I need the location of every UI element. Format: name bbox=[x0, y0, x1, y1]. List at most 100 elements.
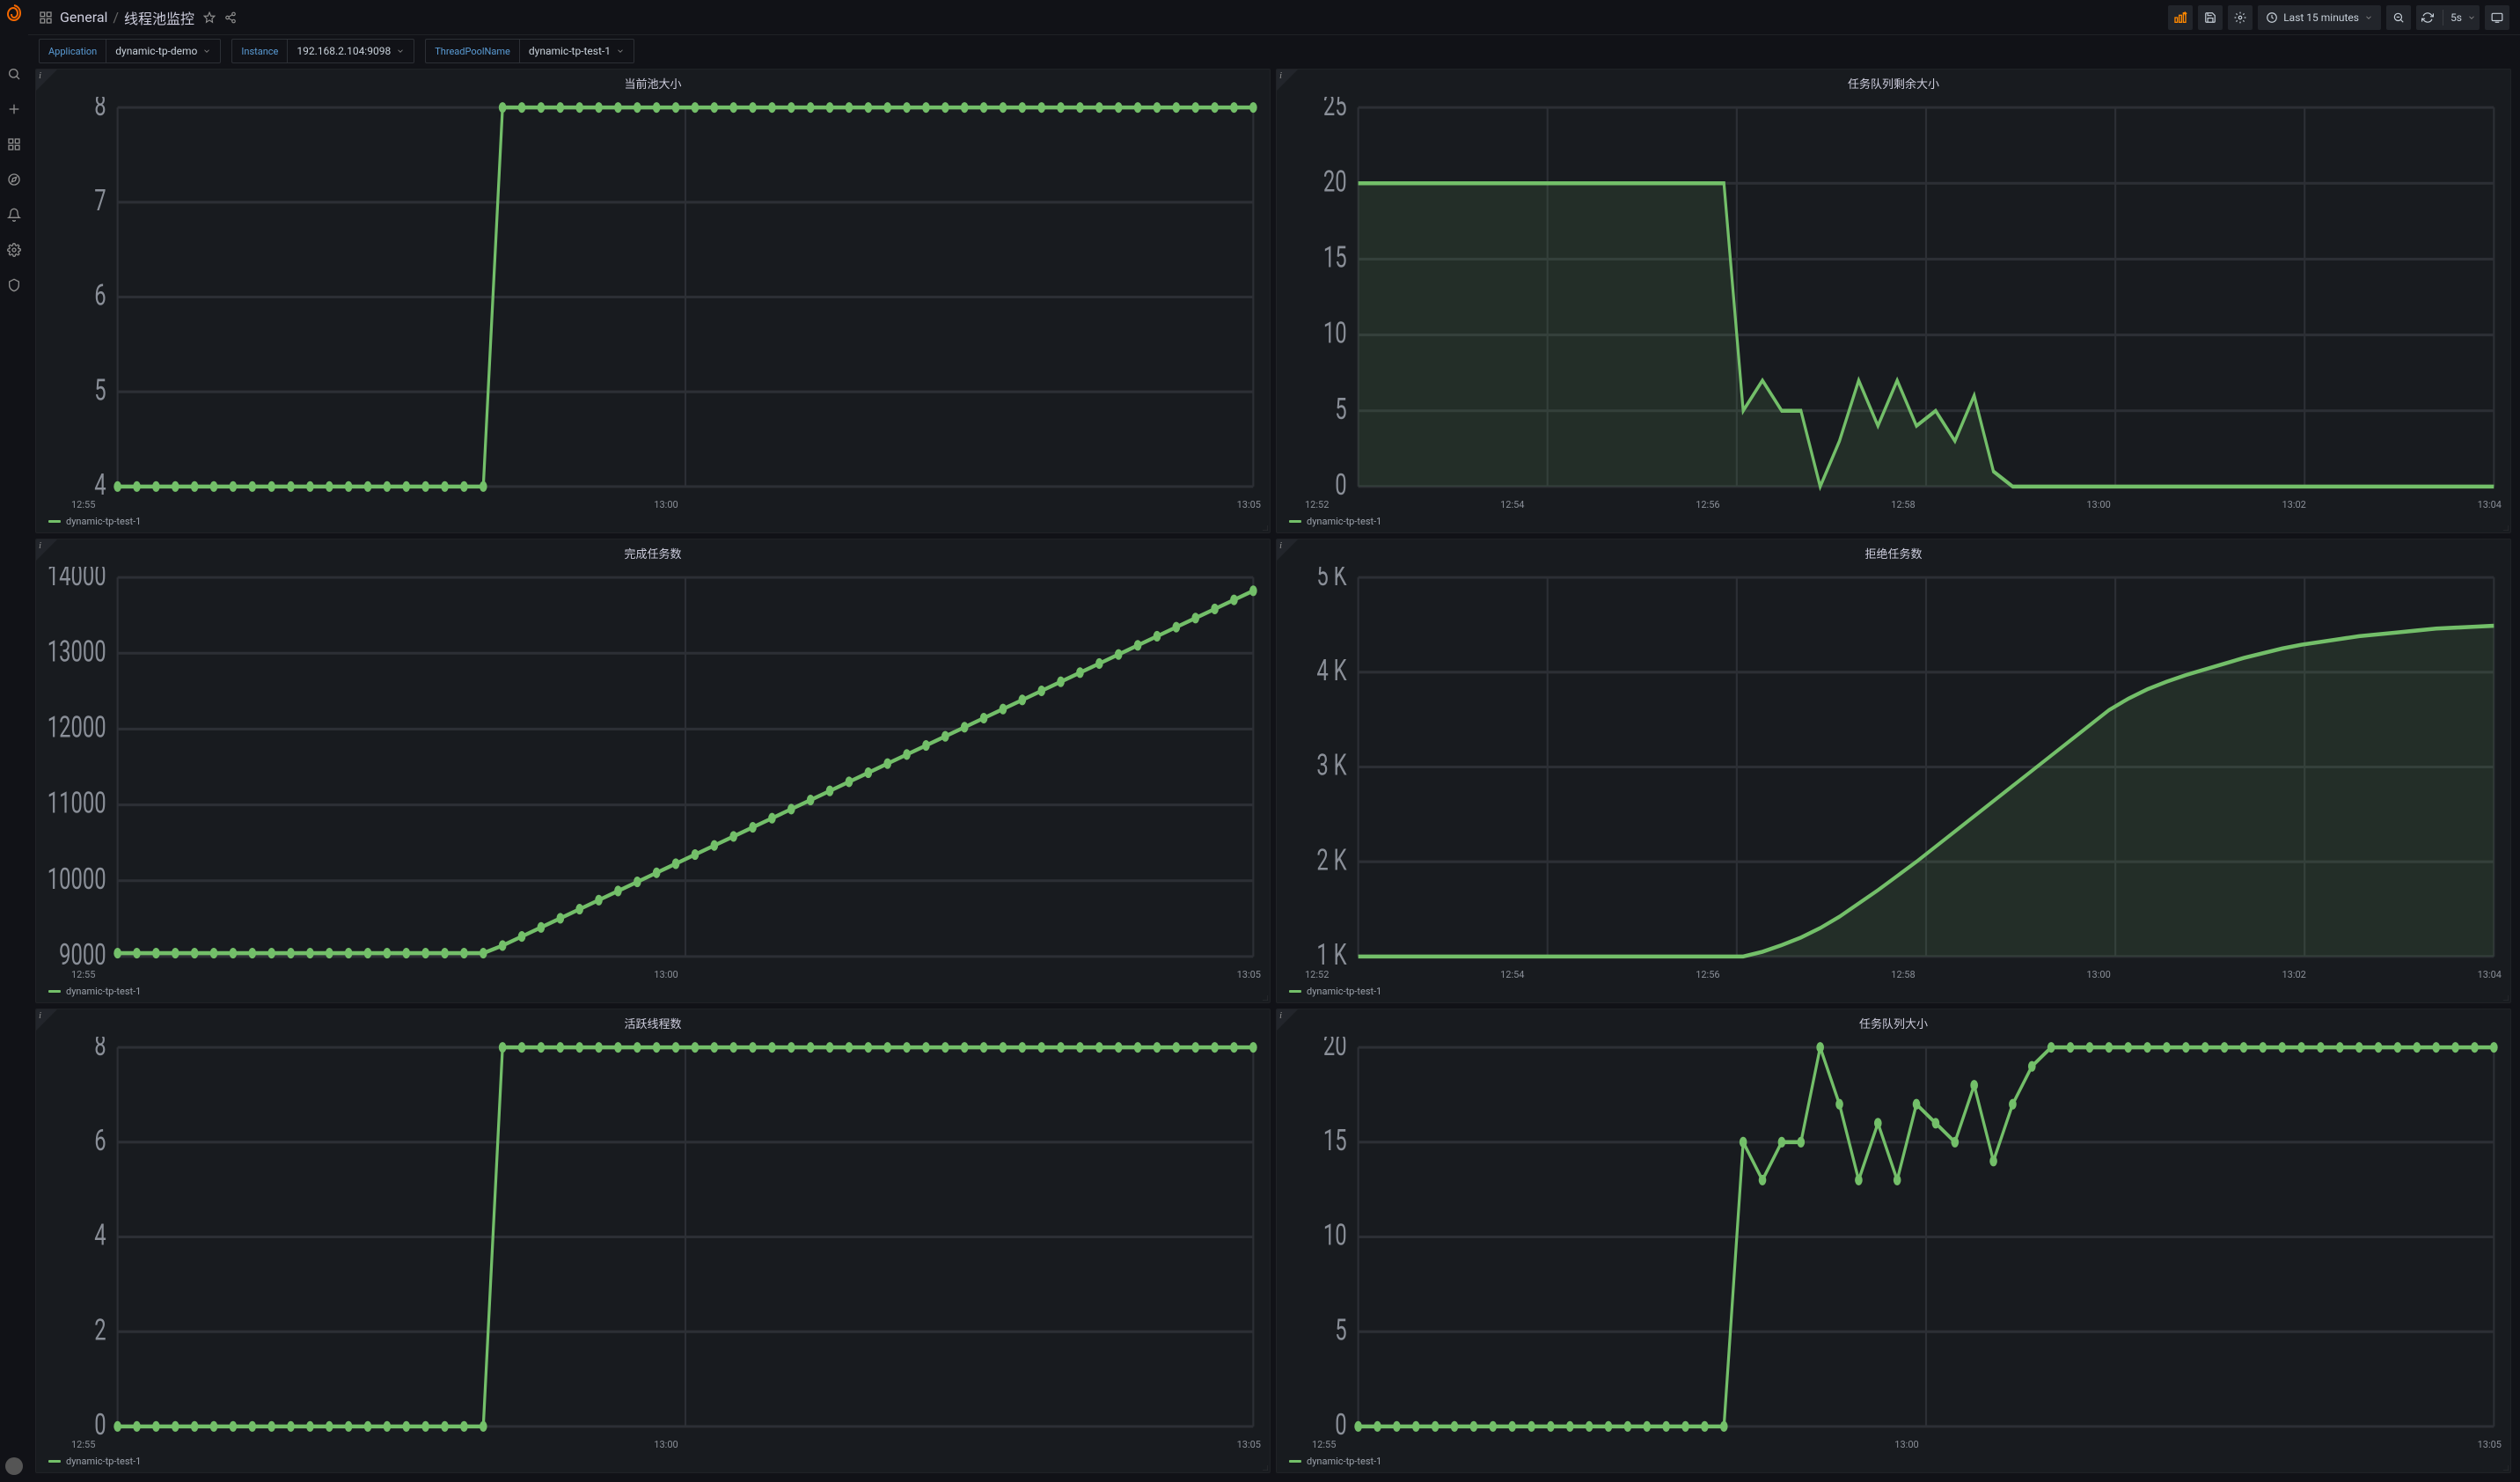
panel-legend[interactable]: dynamic-tp-test-1 bbox=[36, 512, 1270, 532]
svg-text:20: 20 bbox=[1323, 165, 1347, 199]
settings-button[interactable] bbox=[2228, 5, 2253, 30]
explore-icon[interactable] bbox=[0, 165, 28, 194]
panel-chart: 0510152025 bbox=[1282, 97, 2502, 497]
svg-text:15: 15 bbox=[1323, 1124, 1347, 1158]
panel-chart: 45678 bbox=[41, 97, 1261, 497]
panel-xaxis: 12:5212:5412:5612:5813:0013:0213:04 bbox=[1277, 969, 2510, 982]
var-instance-label: Instance bbox=[231, 39, 287, 63]
svg-text:3 K: 3 K bbox=[1316, 749, 1347, 783]
chevron-down-icon bbox=[2467, 13, 2476, 22]
svg-text:2 K: 2 K bbox=[1316, 843, 1347, 877]
panel-info-icon[interactable]: i bbox=[36, 539, 57, 561]
page-title[interactable]: 线程池监控 bbox=[124, 7, 194, 28]
plus-icon[interactable] bbox=[0, 95, 28, 123]
topbar: General / 线程池监控 Last 15 minutes 5s bbox=[28, 0, 2520, 35]
panel-legend[interactable]: dynamic-tp-test-1 bbox=[1277, 982, 2510, 1002]
panel-chart: 02468 bbox=[41, 1037, 1261, 1437]
resize-handle-icon[interactable] bbox=[1263, 995, 1268, 1001]
legend-swatch bbox=[48, 1460, 61, 1463]
sidebar bbox=[0, 0, 28, 1482]
svg-text:1 K: 1 K bbox=[1316, 938, 1347, 967]
panel-pool-size[interactable]: i 当前池大小 45678 12:5513:0013:05 dynamic-tp… bbox=[35, 69, 1271, 533]
add-panel-button[interactable] bbox=[2168, 5, 2193, 30]
svg-text:5: 5 bbox=[94, 373, 106, 407]
svg-text:10: 10 bbox=[1323, 1219, 1347, 1253]
resize-handle-icon[interactable] bbox=[1263, 1465, 1268, 1471]
panel-title: 任务队列剩余大小 bbox=[1277, 70, 2510, 93]
panel-xaxis: 12:5513:0013:05 bbox=[1277, 1439, 2510, 1452]
panel-info-icon[interactable]: i bbox=[1277, 1009, 1298, 1031]
panel-xaxis: 12:5212:5412:5612:5813:0013:0213:04 bbox=[1277, 499, 2510, 512]
legend-swatch bbox=[48, 990, 61, 993]
svg-text:0: 0 bbox=[1335, 1408, 1346, 1437]
legend-label: dynamic-tp-test-1 bbox=[1307, 516, 1381, 527]
variables-bar: Application dynamic-tp-demo Instance 192… bbox=[28, 35, 2520, 67]
svg-text:12000: 12000 bbox=[48, 711, 106, 745]
svg-text:13000: 13000 bbox=[48, 635, 106, 669]
panel-queue-remain[interactable]: i 任务队列剩余大小 0510152025 12:5212:5412:5612:… bbox=[1276, 69, 2511, 533]
panel-title: 拒绝任务数 bbox=[1277, 539, 2510, 563]
svg-text:11000: 11000 bbox=[48, 787, 106, 821]
var-instance-value[interactable]: 192.168.2.104:9098 bbox=[287, 39, 414, 63]
legend-label: dynamic-tp-test-1 bbox=[66, 1456, 141, 1467]
time-range-button[interactable]: Last 15 minutes bbox=[2258, 5, 2381, 30]
panel-info-icon[interactable]: i bbox=[36, 1009, 57, 1031]
refresh-button[interactable]: 5s bbox=[2416, 5, 2480, 30]
share-icon[interactable] bbox=[224, 11, 237, 24]
resize-handle-icon[interactable] bbox=[2503, 525, 2509, 531]
server-admin-icon[interactable] bbox=[0, 271, 28, 299]
dashboards-nav-icon[interactable] bbox=[39, 11, 53, 25]
var-application-label: Application bbox=[39, 39, 106, 63]
panel-xaxis: 12:5513:0013:05 bbox=[36, 499, 1270, 512]
save-button[interactable] bbox=[2198, 5, 2223, 30]
svg-text:7: 7 bbox=[94, 184, 106, 218]
panel-legend[interactable]: dynamic-tp-test-1 bbox=[36, 1452, 1270, 1472]
resize-handle-icon[interactable] bbox=[2503, 995, 2509, 1001]
svg-text:2: 2 bbox=[94, 1313, 106, 1347]
panel-legend[interactable]: dynamic-tp-test-1 bbox=[1277, 1452, 2510, 1472]
zoom-out-button[interactable] bbox=[2386, 5, 2411, 30]
panel-info-icon[interactable]: i bbox=[36, 70, 57, 91]
panel-active[interactable]: i 活跃线程数 02468 12:5513:0013:05 dynamic-tp… bbox=[35, 1009, 1271, 1473]
legend-label: dynamic-tp-test-1 bbox=[66, 986, 141, 997]
panel-chart: 90001000011000120001300014000 bbox=[41, 567, 1261, 967]
grafana-logo-icon[interactable] bbox=[4, 4, 25, 25]
panel-info-icon[interactable]: i bbox=[1277, 539, 1298, 561]
configuration-icon[interactable] bbox=[0, 236, 28, 264]
time-range-label: Last 15 minutes bbox=[2283, 11, 2359, 24]
panel-xaxis: 12:5513:0013:05 bbox=[36, 969, 1270, 982]
panel-info-icon[interactable]: i bbox=[1277, 70, 1298, 91]
panel-title: 完成任务数 bbox=[36, 539, 1270, 563]
panel-queue-size[interactable]: i 任务队列大小 05101520 12:5513:0013:05 dynami… bbox=[1276, 1009, 2511, 1473]
alerting-icon[interactable] bbox=[0, 201, 28, 229]
star-icon[interactable] bbox=[203, 11, 216, 24]
resize-handle-icon[interactable] bbox=[1263, 525, 1268, 531]
search-icon[interactable] bbox=[0, 60, 28, 88]
breadcrumb-root[interactable]: General bbox=[60, 9, 107, 26]
svg-text:10000: 10000 bbox=[48, 862, 106, 897]
avatar[interactable] bbox=[5, 1457, 23, 1475]
svg-text:6: 6 bbox=[94, 1124, 106, 1158]
legend-swatch bbox=[1289, 520, 1301, 523]
panel-legend[interactable]: dynamic-tp-test-1 bbox=[1277, 512, 2510, 532]
panel-completed[interactable]: i 完成任务数 90001000011000120001300014000 12… bbox=[35, 539, 1271, 1003]
chevron-down-icon bbox=[2364, 13, 2373, 22]
svg-text:4: 4 bbox=[94, 1219, 106, 1253]
panel-chart: 05101520 bbox=[1282, 1037, 2502, 1437]
panel-rejected[interactable]: i 拒绝任务数 1 K2 K3 K4 K5 K 12:5212:5412:561… bbox=[1276, 539, 2511, 1003]
resize-handle-icon[interactable] bbox=[2503, 1465, 2509, 1471]
panel-legend[interactable]: dynamic-tp-test-1 bbox=[36, 982, 1270, 1002]
svg-text:0: 0 bbox=[1335, 468, 1346, 497]
var-application-value[interactable]: dynamic-tp-demo bbox=[106, 39, 221, 63]
chevron-down-icon bbox=[202, 47, 211, 55]
svg-text:25: 25 bbox=[1323, 97, 1347, 123]
panel-chart: 1 K2 K3 K4 K5 K bbox=[1282, 567, 2502, 967]
chevron-down-icon bbox=[396, 47, 405, 55]
breadcrumb-sep: / bbox=[113, 9, 119, 26]
dashboards-icon[interactable] bbox=[0, 130, 28, 158]
svg-text:9000: 9000 bbox=[59, 938, 106, 967]
tv-mode-button[interactable] bbox=[2485, 5, 2509, 30]
chevron-down-icon bbox=[616, 47, 625, 55]
var-threadpool-value[interactable]: dynamic-tp-test-1 bbox=[519, 39, 634, 63]
svg-text:0: 0 bbox=[94, 1408, 106, 1437]
